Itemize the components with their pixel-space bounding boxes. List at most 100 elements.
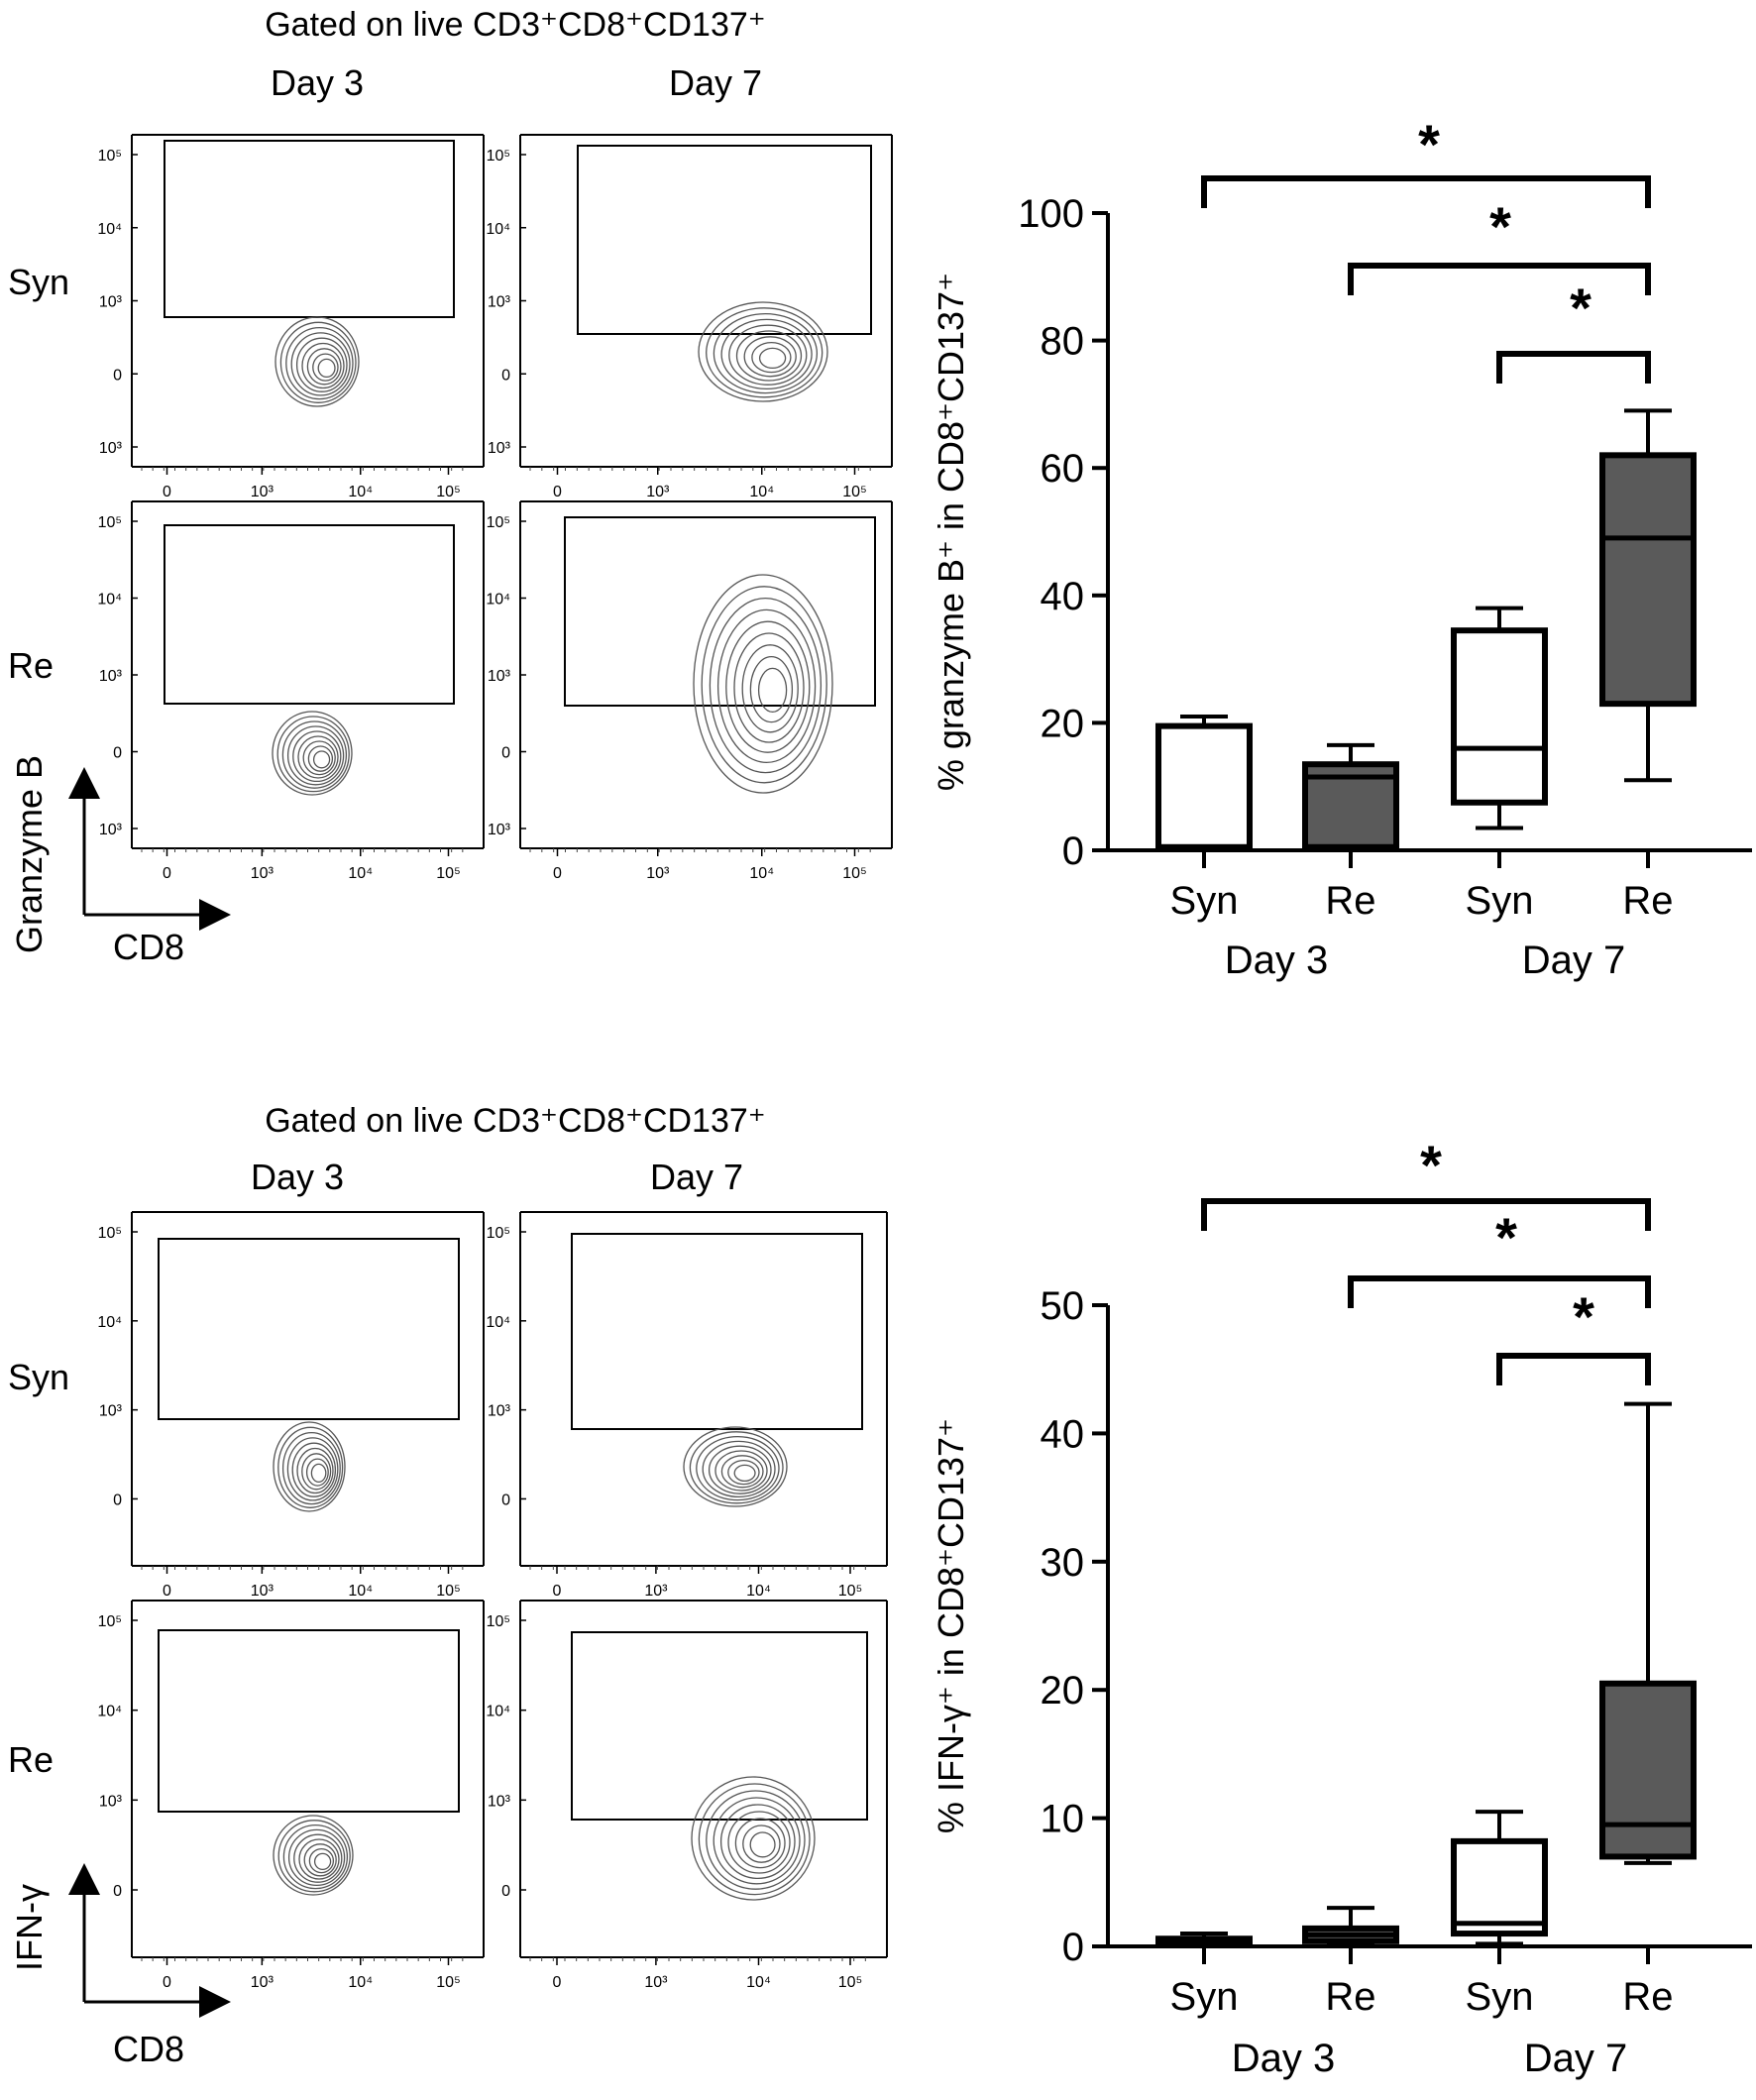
significance-star: * [1489, 195, 1511, 258]
x-tick-label: 10³ [251, 865, 274, 882]
x-tick-label: 10⁵ [436, 1974, 460, 1991]
y-tick-label: 80 [1041, 320, 1085, 364]
y-tick-label: 10³ [99, 440, 123, 457]
contour-population [273, 1421, 346, 1512]
significance-star: * [1573, 1285, 1594, 1348]
y-tick-label: 0 [501, 745, 510, 762]
y-tick-label: 10⁴ [97, 592, 122, 608]
contour-line [713, 1797, 801, 1885]
significance-star: * [1420, 1134, 1442, 1196]
contour-line [683, 1426, 788, 1507]
gate-rectangle [164, 140, 455, 318]
contour-line [757, 667, 788, 714]
y-tick-label: 10⁵ [487, 148, 510, 165]
row-label: Syn [8, 1357, 69, 1397]
x-tick-label: 10⁵ [436, 484, 460, 500]
y-tick-label: 10⁵ [98, 148, 122, 165]
y-tick-label: 10³ [488, 822, 511, 838]
axis-arrows [68, 767, 231, 931]
contour-line [276, 716, 350, 793]
category-label: Syn [1170, 1975, 1239, 2019]
box-1: Re [1302, 742, 1399, 923]
y-tick-label: 10⁵ [98, 514, 122, 531]
bracket-line [1348, 263, 1651, 295]
significance-bracket: * [1496, 276, 1651, 384]
y-tick-label: 10³ [488, 1793, 511, 1810]
contour-line [295, 337, 348, 392]
x-tick-label: 0 [163, 1583, 171, 1600]
contour-line [706, 307, 823, 398]
x-tick-label: 10⁴ [746, 1974, 771, 1991]
contour-line [733, 632, 805, 743]
contour-line [298, 1838, 340, 1880]
contour-line [273, 1421, 346, 1512]
box-body [1451, 1837, 1548, 1937]
contour-line [693, 574, 833, 794]
y-tick-label: 10³ [99, 1403, 123, 1420]
x-tick-label: 10⁴ [749, 484, 774, 500]
x-tick-label: 0 [553, 484, 562, 500]
contour-line [702, 1440, 776, 1498]
y-tick-label: 10⁴ [97, 221, 122, 238]
contour-population [273, 1815, 354, 1896]
y-tick-label: 10⁴ [97, 1314, 122, 1331]
box-0: Syn [1155, 714, 1253, 923]
y-axis-label: IFN-γ [9, 1884, 50, 1971]
group-label: Day 3 [1232, 2037, 1336, 2080]
contour-line [301, 1453, 332, 1491]
flow-plot: 10⁵ 10⁴ 10³ 0 0 10³ 10⁴ 10⁵ [97, 1600, 485, 1991]
contour-line [706, 1790, 806, 1890]
x-tick-label: 0 [553, 1974, 562, 1991]
contour-line [708, 1445, 772, 1494]
x-tick-label: 0 [163, 1974, 171, 1991]
y-tick-label: 0 [501, 367, 510, 384]
y-tick-label: 0 [501, 1883, 510, 1900]
x-tick-label: 10⁵ [436, 1583, 460, 1600]
x-arrow-head [199, 899, 231, 931]
contour-line [317, 358, 336, 379]
contour-line [709, 597, 823, 774]
contour-line [310, 1463, 327, 1484]
x-tick-label: 10⁴ [348, 484, 373, 500]
significance-bracket: * [1496, 1285, 1651, 1385]
y-tick-label: 10 [1041, 1798, 1085, 1841]
flow-plot: 10⁵ 10⁴ 10³ 0 10³ 0 10³ 10⁴ 10⁵ [97, 134, 485, 500]
box-2: Syn [1451, 606, 1548, 923]
y-tick-label: 10⁵ [487, 1613, 510, 1630]
contour-line [293, 1833, 343, 1883]
y-arrow-head [68, 767, 100, 799]
category-label: Syn [1466, 879, 1534, 923]
contour-line [728, 324, 808, 386]
contour-line [281, 720, 348, 789]
contour-line [292, 730, 342, 783]
contour-population [693, 574, 833, 794]
flow-plot: 10⁵ 10⁴ 10³ 0 10³ 0 10³ 10⁴ 10⁵ [97, 500, 485, 882]
significance-bracket: * [1201, 1134, 1651, 1231]
y-tick-label: 10³ [99, 822, 123, 838]
y-tick-label: 10⁵ [98, 1225, 122, 1242]
x-tick-label: 10⁵ [838, 1583, 862, 1600]
axis-arrows [68, 1863, 231, 2018]
bracket-line [1496, 351, 1651, 384]
box-plot-1: 0 20 40 60 80 100 % granzyme B⁺ in CD8⁺CD137⁺ S… [931, 113, 1752, 982]
y-tick-label: 10³ [488, 1403, 511, 1420]
y-tick-label: 10³ [99, 668, 123, 685]
category-label: Re [1325, 879, 1375, 923]
contour-line [286, 1437, 339, 1501]
gate-rectangle [577, 145, 872, 335]
y-tick-label: 10⁵ [98, 1613, 122, 1630]
y-tick-label: 10⁴ [486, 221, 510, 238]
flow-plot: 10⁵ 10⁴ 10³ 0 0 10³ 10⁴ 10⁵ [486, 1600, 888, 1991]
x-tick-label: 10⁵ [838, 1974, 862, 1991]
category-label: Re [1325, 1975, 1375, 2019]
contour-population [691, 1776, 816, 1901]
contour-line [301, 342, 345, 389]
contour-line [701, 586, 827, 784]
contour-line [302, 740, 336, 776]
y-tick-label: 20 [1041, 702, 1085, 745]
x-tick-label: 10⁴ [749, 865, 774, 882]
y-tick-label: 50 [1041, 1284, 1085, 1328]
x-tick-label: 10⁴ [348, 1974, 373, 1991]
y-tick-label: 40 [1041, 1412, 1085, 1456]
